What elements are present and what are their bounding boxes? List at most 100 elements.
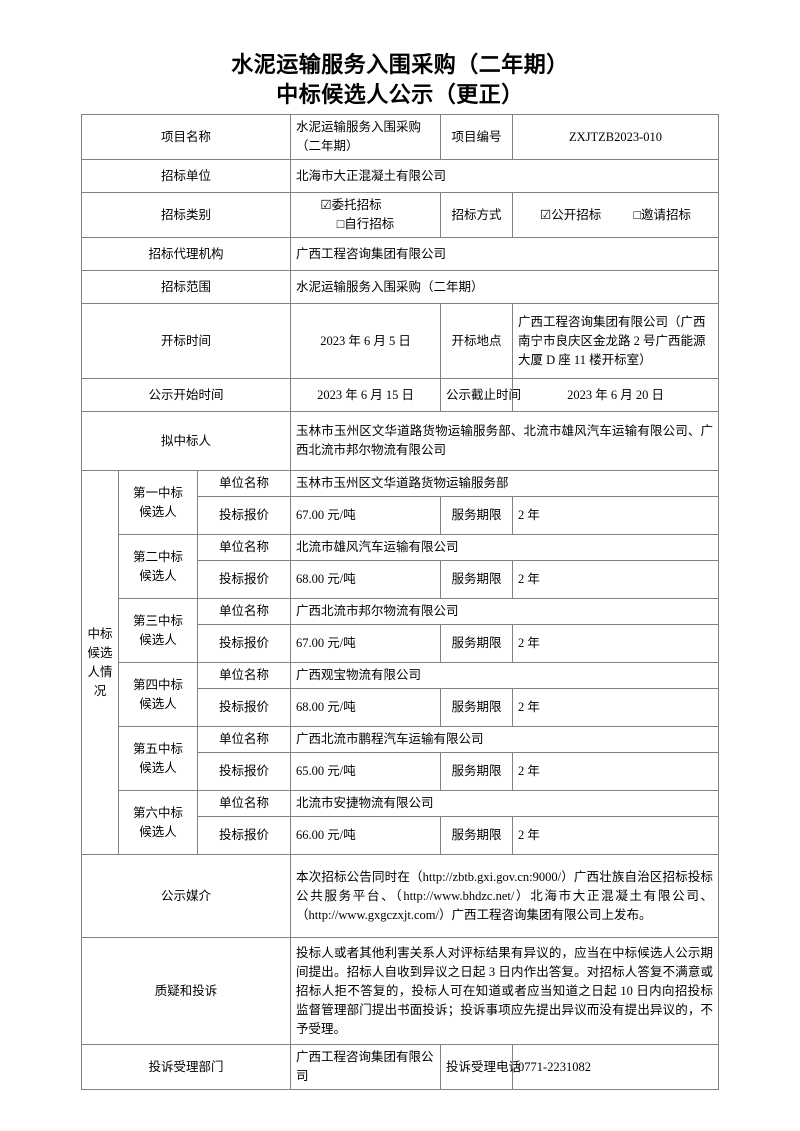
label-service-period-4: 服务期限 xyxy=(440,688,514,727)
cell-tender-category-options: ☑委托招标 □自行招标 xyxy=(290,192,442,238)
table-row-candidate-6-name: 第六中标 候选人 单位名称 北流市安捷物流有限公司 xyxy=(82,790,720,855)
value-project-number: ZXJTZB2023-010 xyxy=(512,114,720,160)
table-row-candidate-1-price: 投标报价 67.00 元/吨 服务期限 2 年 xyxy=(82,496,720,535)
checkbox-public-label: 公开招标 xyxy=(551,207,602,222)
label-service-period-6: 服务期限 xyxy=(440,816,514,855)
label-complaint-dept: 投诉受理部门 xyxy=(80,1044,292,1090)
announcement-table: 项目名称 水泥运输服务入围采购（二年期） 项目编号 ZXJTZB2023-010… xyxy=(80,114,720,1090)
checkbox-public-tender[interactable]: ☑公开招标 xyxy=(540,206,601,225)
label-unit-name-6: 单位名称 xyxy=(196,790,292,817)
label-publicity-start: 公示开始时间 xyxy=(80,378,292,412)
candidate-2-rank: 第二中标 候选人 xyxy=(118,534,198,599)
value-publicity-end: 2023 年 6 月 20 日 xyxy=(512,378,720,412)
checkbox-self-mark: □ xyxy=(336,217,345,231)
label-unit-name-4: 单位名称 xyxy=(196,662,292,689)
candidate-6-bid-price: 66.00 元/吨 xyxy=(290,816,442,855)
checkbox-public-mark: ☑ xyxy=(540,207,552,222)
label-service-period-1: 服务期限 xyxy=(440,496,514,535)
label-unit-name-2: 单位名称 xyxy=(196,534,292,561)
table-row-candidate-3-name: 第三中标 候选人 单位名称 广西北流市邦尔物流有限公司 xyxy=(82,598,720,663)
checkbox-self-label: 自行招标 xyxy=(344,217,395,231)
candidate-1-bid-price: 67.00 元/吨 xyxy=(290,496,442,535)
table-row-agency: 招标代理机构 广西工程咨询集团有限公司 xyxy=(80,237,720,271)
candidate-5-service-period: 2 年 xyxy=(512,752,720,791)
candidate-4-rank-line2: 候选人 xyxy=(139,696,177,711)
candidate-6-rank-line1: 第六中标 xyxy=(132,805,183,820)
candidate-6-service-period: 2 年 xyxy=(512,816,720,855)
table-row-tender-category: 招标类别 ☑委托招标 □自行招标 招标方式 ☑公开招标 □邀请招标 xyxy=(80,192,720,238)
checkbox-invited-tender[interactable]: □邀请招标 xyxy=(633,206,691,225)
candidate-2-rank-line1: 第二中标 xyxy=(132,549,183,564)
candidate-3-rank-line1: 第三中标 xyxy=(132,613,183,628)
label-media: 公示媒介 xyxy=(80,854,292,938)
candidate-3-service-period: 2 年 xyxy=(512,624,720,663)
value-complaint-phone: 0771-2231082 xyxy=(512,1044,720,1090)
candidate-2-rank-line2: 候选人 xyxy=(139,568,177,583)
label-tender-category: 招标类别 xyxy=(80,192,292,238)
table-row-candidate-1-name: 中标候选人情况 第一中标 候选人 单位名称 玉林市玉州区文华道路货物运输服务部 xyxy=(81,470,720,855)
label-scope: 招标范围 xyxy=(80,270,292,304)
candidate-3-bid-price: 67.00 元/吨 xyxy=(290,624,442,663)
label-unit-name-5: 单位名称 xyxy=(196,726,292,753)
candidate-2-service-period: 2 年 xyxy=(512,560,720,599)
candidate-1-rank-line2: 候选人 xyxy=(139,504,177,519)
candidate-4-bid-price: 68.00 元/吨 xyxy=(290,688,442,727)
value-media-text: 本次招标公告同时在（http://zbtb.gxi.gov.cn:9000/）广… xyxy=(290,854,720,938)
title-line-2: 中标候选人公示（更正） xyxy=(276,82,524,107)
candidate-5-rank-line2: 候选人 xyxy=(139,760,177,775)
label-unit-name-1: 单位名称 xyxy=(196,470,292,497)
table-row-candidate-5-name: 第五中标 候选人 单位名称 广西北流市鹏程汽车运输有限公司 xyxy=(82,726,720,791)
value-scope: 水泥运输服务入围采购（二年期） xyxy=(290,270,720,304)
candidate-1-rank: 第一中标 候选人 xyxy=(118,470,198,535)
table-row-candidate-3-price: 投标报价 67.00 元/吨 服务期限 2 年 xyxy=(82,624,720,663)
table-row-tender-unit: 招标单位 北海市大正混凝土有限公司 xyxy=(80,159,720,193)
label-candidates-section: 中标候选人情况 xyxy=(81,470,119,855)
label-bid-price-4: 投标报价 xyxy=(196,688,292,727)
label-publicity-end: 公示截止时间 xyxy=(440,378,521,412)
value-bid-open-time: 2023 年 6 月 5 日 xyxy=(290,303,442,379)
label-proposed-winner: 拟中标人 xyxy=(80,411,292,471)
candidate-5-bid-price: 65.00 元/吨 xyxy=(290,752,442,791)
table-row-complaint-contact: 投诉受理部门 广西工程咨询集团有限公司 投诉受理电话 0771-2231082 xyxy=(80,1044,720,1090)
table-row-candidate-4-price: 投标报价 68.00 元/吨 服务期限 2 年 xyxy=(82,688,720,727)
table-row-media: 公示媒介 本次招标公告同时在（http://zbtb.gxi.gov.cn:90… xyxy=(80,854,720,938)
candidate-5-unit-name: 广西北流市鹏程汽车运输有限公司 xyxy=(290,726,720,753)
label-bid-open-place: 开标地点 xyxy=(440,303,514,379)
label-complaint: 质疑和投诉 xyxy=(80,937,292,1045)
table-row-candidate-4-name: 第四中标 候选人 单位名称 广西观宝物流有限公司 xyxy=(82,662,720,727)
value-bid-open-place: 广西工程咨询集团有限公司（广西南宁市良庆区金龙路 2 号广西能源大厦 D 座 1… xyxy=(512,303,720,379)
candidate-6-rank: 第六中标 候选人 xyxy=(118,790,198,855)
candidate-3-rank-line2: 候选人 xyxy=(139,632,177,647)
checkbox-entrusted-mark: ☑ xyxy=(320,198,332,212)
value-agency: 广西工程咨询集团有限公司 xyxy=(290,237,720,271)
label-agency: 招标代理机构 xyxy=(80,237,292,271)
value-publicity-start: 2023 年 6 月 15 日 xyxy=(290,378,442,412)
candidate-1-rank-line1: 第一中标 xyxy=(132,485,183,500)
label-tender-unit: 招标单位 xyxy=(80,159,292,193)
checkbox-entrusted-label: 委托招标 xyxy=(331,198,382,212)
value-proposed-winner: 玉林市玉州区文华道路货物运输服务部、北流市雄风汽车运输有限公司、广西北流市邦尔物… xyxy=(290,411,720,471)
value-project-name: 水泥运输服务入围采购（二年期） xyxy=(290,114,442,160)
label-tender-method: 招标方式 xyxy=(440,192,514,238)
label-bid-price-3: 投标报价 xyxy=(196,624,292,663)
checkbox-entrusted-tender[interactable]: ☑委托招标 xyxy=(320,196,381,215)
checkbox-self-tender[interactable]: □自行招标 xyxy=(337,215,395,234)
table-row-complaint: 质疑和投诉 投标人或者其他利害关系人对评标结果有异议的，应当在中标候选人公示期间… xyxy=(80,937,720,1045)
table-row-project-name: 项目名称 水泥运输服务入围采购（二年期） 项目编号 ZXJTZB2023-010 xyxy=(80,114,720,160)
label-project-number: 项目编号 xyxy=(440,114,514,160)
document-title: 水泥运输服务入围采购（二年期） 中标候选人公示（更正） xyxy=(0,0,800,110)
candidate-4-unit-name: 广西观宝物流有限公司 xyxy=(290,662,720,689)
candidate-2-unit-name: 北流市雄风汽车运输有限公司 xyxy=(290,534,720,561)
cell-tender-method-options: ☑公开招标 □邀请招标 xyxy=(512,192,720,238)
table-row-candidate-2-name: 第二中标 候选人 单位名称 北流市雄风汽车运输有限公司 xyxy=(82,534,720,599)
table-row-scope: 招标范围 水泥运输服务入围采购（二年期） xyxy=(80,270,720,304)
candidate-3-rank: 第三中标 候选人 xyxy=(118,598,198,663)
label-bid-price-6: 投标报价 xyxy=(196,816,292,855)
table-row-candidate-6-price: 投标报价 66.00 元/吨 服务期限 2 年 xyxy=(82,816,720,855)
label-service-period-2: 服务期限 xyxy=(440,560,514,599)
value-complaint-text: 投标人或者其他利害关系人对评标结果有异议的，应当在中标候选人公示期间提出。招标人… xyxy=(290,937,720,1045)
candidate-1-unit-name: 玉林市玉州区文华道路货物运输服务部 xyxy=(290,470,720,497)
checkbox-invited-label: 邀请招标 xyxy=(641,207,692,222)
label-unit-name-3: 单位名称 xyxy=(196,598,292,625)
